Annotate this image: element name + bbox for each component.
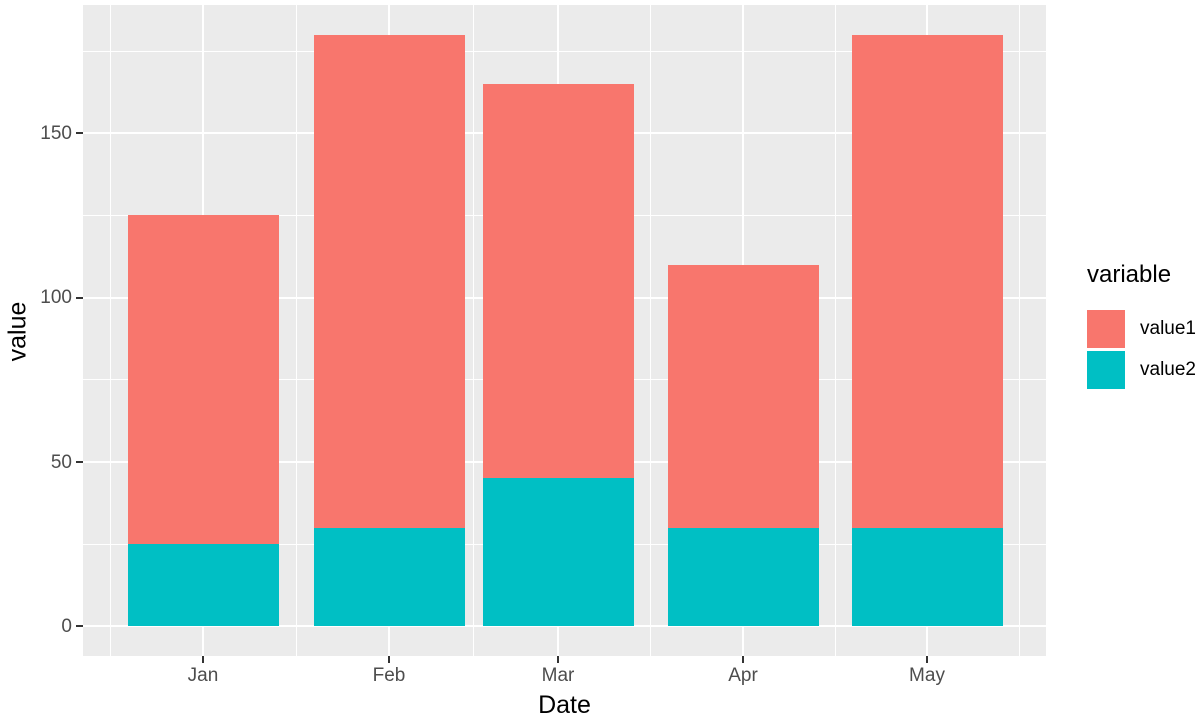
x-tick-label: Apr [728, 665, 758, 686]
legend-title: variable [1087, 261, 1172, 288]
minor-gridline-x [650, 5, 651, 656]
bar-segment-jan-value2 [127, 544, 279, 627]
bar-segment-apr-value1 [667, 264, 819, 528]
bar-segment-may-value1 [851, 34, 1003, 528]
y-tick-mark [76, 625, 83, 628]
bar-segment-feb-value2 [313, 527, 465, 627]
x-tick-mark [557, 656, 559, 663]
y-tick-label: 100 [40, 287, 72, 309]
x-axis-title: Date [538, 691, 591, 719]
y-tick-label: 150 [40, 122, 72, 144]
x-tick-label: Jan [187, 665, 219, 686]
legend-key-value2 [1087, 350, 1125, 389]
minor-gridline-y [83, 50, 1046, 52]
legend-label-value1: value1 [1140, 318, 1196, 339]
x-tick-label: May [909, 665, 945, 686]
y-tick-mark [76, 132, 83, 135]
minor-gridline-x [473, 5, 474, 656]
minor-gridline-x [1018, 5, 1020, 656]
y-axis-title: value [3, 301, 32, 361]
legend-key-value1 [1087, 310, 1125, 348]
x-tick-label: Feb [372, 665, 406, 686]
y-tick-mark [76, 461, 83, 463]
major-gridline-y [83, 625, 1046, 628]
y-tick-mark [76, 296, 83, 299]
minor-gridline-x [295, 5, 297, 656]
x-tick-mark [926, 656, 928, 663]
bar-segment-mar-value2 [482, 478, 634, 627]
bar-segment-mar-value1 [482, 83, 634, 479]
x-tick-mark [742, 656, 744, 663]
plot-panel [83, 5, 1046, 656]
y-tick-label: 50 [50, 451, 72, 473]
legend-label-value2: value2 [1140, 358, 1196, 380]
bar-segment-jan-value1 [127, 215, 279, 545]
minor-gridline-x [109, 5, 111, 656]
x-tick-label: Mar [541, 665, 575, 686]
minor-gridline-x [834, 5, 836, 656]
x-tick-mark [202, 656, 204, 663]
x-tick-mark [388, 656, 390, 663]
y-tick-label: 0 [61, 615, 72, 637]
bar-segment-feb-value1 [313, 34, 465, 528]
bar-segment-apr-value2 [667, 527, 819, 627]
bar-segment-may-value2 [851, 527, 1003, 627]
